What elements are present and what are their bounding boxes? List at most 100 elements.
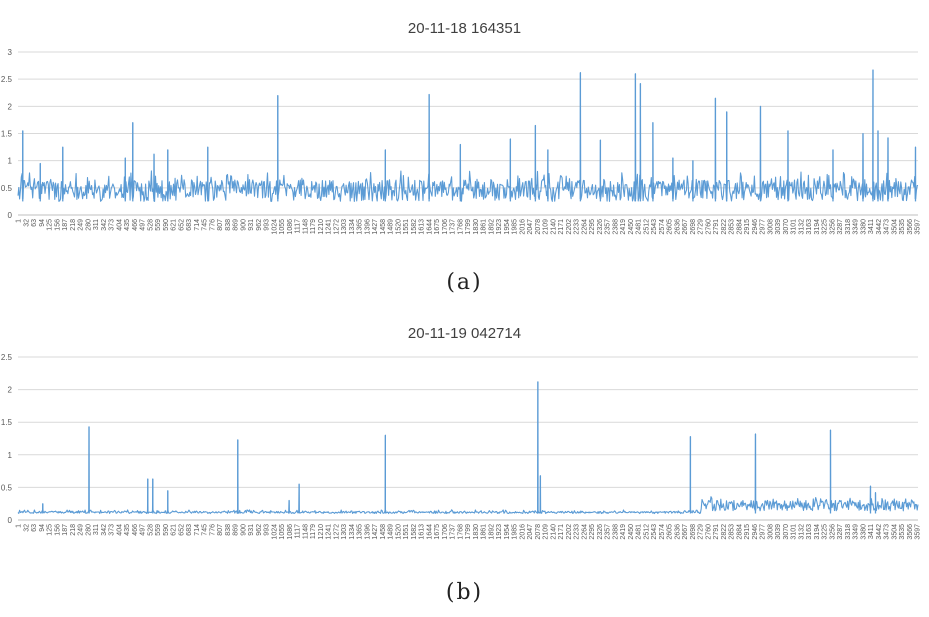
x-tick-label: 1706: [442, 219, 449, 235]
x-tick-label: 249: [78, 219, 85, 231]
y-tick-label: 3: [8, 48, 13, 57]
x-tick-label: 2977: [760, 524, 767, 540]
x-tick-label: 1365: [357, 219, 364, 235]
x-tick-label: 2419: [620, 219, 627, 235]
x-tick-label: 1489: [388, 219, 395, 235]
x-tick-label: 1799: [465, 524, 472, 540]
x-tick-label: 3039: [775, 219, 782, 235]
x-tick-label: 2202: [566, 219, 573, 235]
x-tick-label: 869: [233, 524, 240, 536]
x-tick-label: 2574: [659, 219, 666, 235]
x-tick-label: 3442: [876, 524, 883, 540]
x-tick-label: 1613: [419, 219, 426, 235]
x-tick-label: 2295: [589, 219, 596, 235]
x-tick-label: 435: [124, 219, 131, 231]
x-tick-label: 2326: [597, 524, 604, 540]
x-tick-label: 3566: [907, 219, 914, 235]
x-tick-label: 94: [39, 219, 46, 227]
x-tick-label: 3442: [876, 219, 883, 235]
x-tick-label: 3535: [899, 219, 906, 235]
x-tick-label: 2109: [543, 219, 550, 235]
x-tick-label: 280: [85, 524, 92, 536]
x-tick-label: 590: [163, 219, 170, 231]
x-tick-label: 1644: [426, 219, 433, 235]
x-tick-label: 3504: [891, 524, 898, 540]
x-tick-label: 2202: [566, 524, 573, 540]
y-tick-label: 0: [8, 211, 13, 220]
x-tick-label: 2140: [550, 524, 557, 540]
x-tick-label: 900: [240, 524, 247, 536]
x-tick-label: 1210: [318, 524, 325, 540]
x-tick-label: 652: [178, 219, 185, 231]
x-tick-label: 1117: [295, 524, 302, 539]
x-tick-label: 3101: [791, 219, 798, 235]
x-tick-label: 1830: [473, 219, 480, 235]
x-tick-label: 1923: [496, 524, 503, 540]
x-tick-label: 2760: [705, 524, 712, 540]
x-tick-label: 2698: [690, 219, 697, 235]
x-tick-label: 2791: [713, 219, 720, 235]
x-tick-label: 776: [209, 219, 216, 231]
x-tick-label: 1117: [295, 219, 302, 234]
x-tick-label: 2388: [612, 219, 619, 235]
y-tick-label: 1.5: [1, 130, 13, 139]
x-tick-label: 435: [124, 524, 131, 536]
x-tick-label: 2512: [643, 219, 650, 235]
x-tick-label: 1768: [457, 524, 464, 540]
x-tick-label: 3039: [775, 524, 782, 540]
x-tick-label: 3473: [884, 524, 891, 540]
x-tick-label: 3597: [915, 219, 922, 235]
x-tick-label: 2698: [690, 524, 697, 540]
y-tick-label: 2.5: [1, 353, 13, 362]
x-tick-label: 2884: [736, 524, 743, 540]
x-tick-label: 931: [248, 219, 255, 231]
x-tick-label: 3287: [837, 219, 844, 235]
x-tick-label: 1489: [388, 524, 395, 540]
x-tick-label: 1923: [496, 219, 503, 235]
x-tick-label: 32: [23, 524, 30, 532]
x-tick-label: 1458: [380, 219, 387, 235]
x-tick-label: 2233: [574, 524, 581, 540]
chart-title-a: 20-11-18 164351: [407, 20, 522, 37]
x-tick-label: 280: [85, 219, 92, 231]
x-tick-label: 807: [217, 219, 224, 231]
y-tick-label: 2: [8, 386, 13, 395]
x-tick-label: 2636: [674, 219, 681, 235]
x-tick-label: 218: [70, 524, 77, 536]
x-tick-label: 373: [109, 524, 116, 536]
x-tick-label: 683: [186, 524, 193, 536]
x-tick-label: 404: [116, 524, 123, 536]
x-tick-label: 1179: [310, 524, 317, 539]
x-tick-label: 1551: [403, 524, 410, 540]
x-tick-label: 807: [217, 524, 224, 536]
x-tick-label: 1055: [279, 524, 286, 540]
x-tick-label: 2016: [519, 219, 526, 235]
series-line: [17, 381, 919, 515]
x-tick-label: 311: [93, 219, 100, 230]
x-tick-label: 2512: [643, 524, 650, 540]
x-tick-label: 1024: [271, 219, 278, 235]
x-tick-label: 2109: [543, 524, 550, 540]
x-tick-label: 3349: [853, 524, 860, 540]
x-tick-label: 1892: [488, 524, 495, 540]
x-tick-label: 1458: [380, 524, 387, 540]
x-tick-label: 1706: [442, 524, 449, 540]
x-tick-label: 63: [31, 219, 38, 227]
x-tick-label: 714: [194, 219, 201, 231]
x-tick-label: 2729: [698, 524, 705, 540]
x-tick-label: 373: [109, 219, 116, 231]
x-tick-label: 2264: [581, 219, 588, 235]
x-tick-label: 1985: [512, 219, 519, 235]
x-tick-label: 2450: [628, 219, 635, 235]
chart-caption-b: (b): [445, 580, 484, 605]
y-tick-label: 2.5: [1, 75, 13, 84]
x-tick-label: 2853: [729, 219, 736, 235]
x-tick-label: 745: [202, 524, 209, 536]
x-tick-label: 466: [132, 524, 139, 536]
x-tick-label: 1241: [326, 219, 333, 235]
x-tick-label: 249: [78, 524, 85, 536]
x-tick-label: 2574: [659, 524, 666, 540]
x-tick-label: 2140: [550, 219, 557, 235]
x-tick-label: 3287: [837, 524, 844, 540]
x-tick-label: 2481: [636, 219, 643, 235]
